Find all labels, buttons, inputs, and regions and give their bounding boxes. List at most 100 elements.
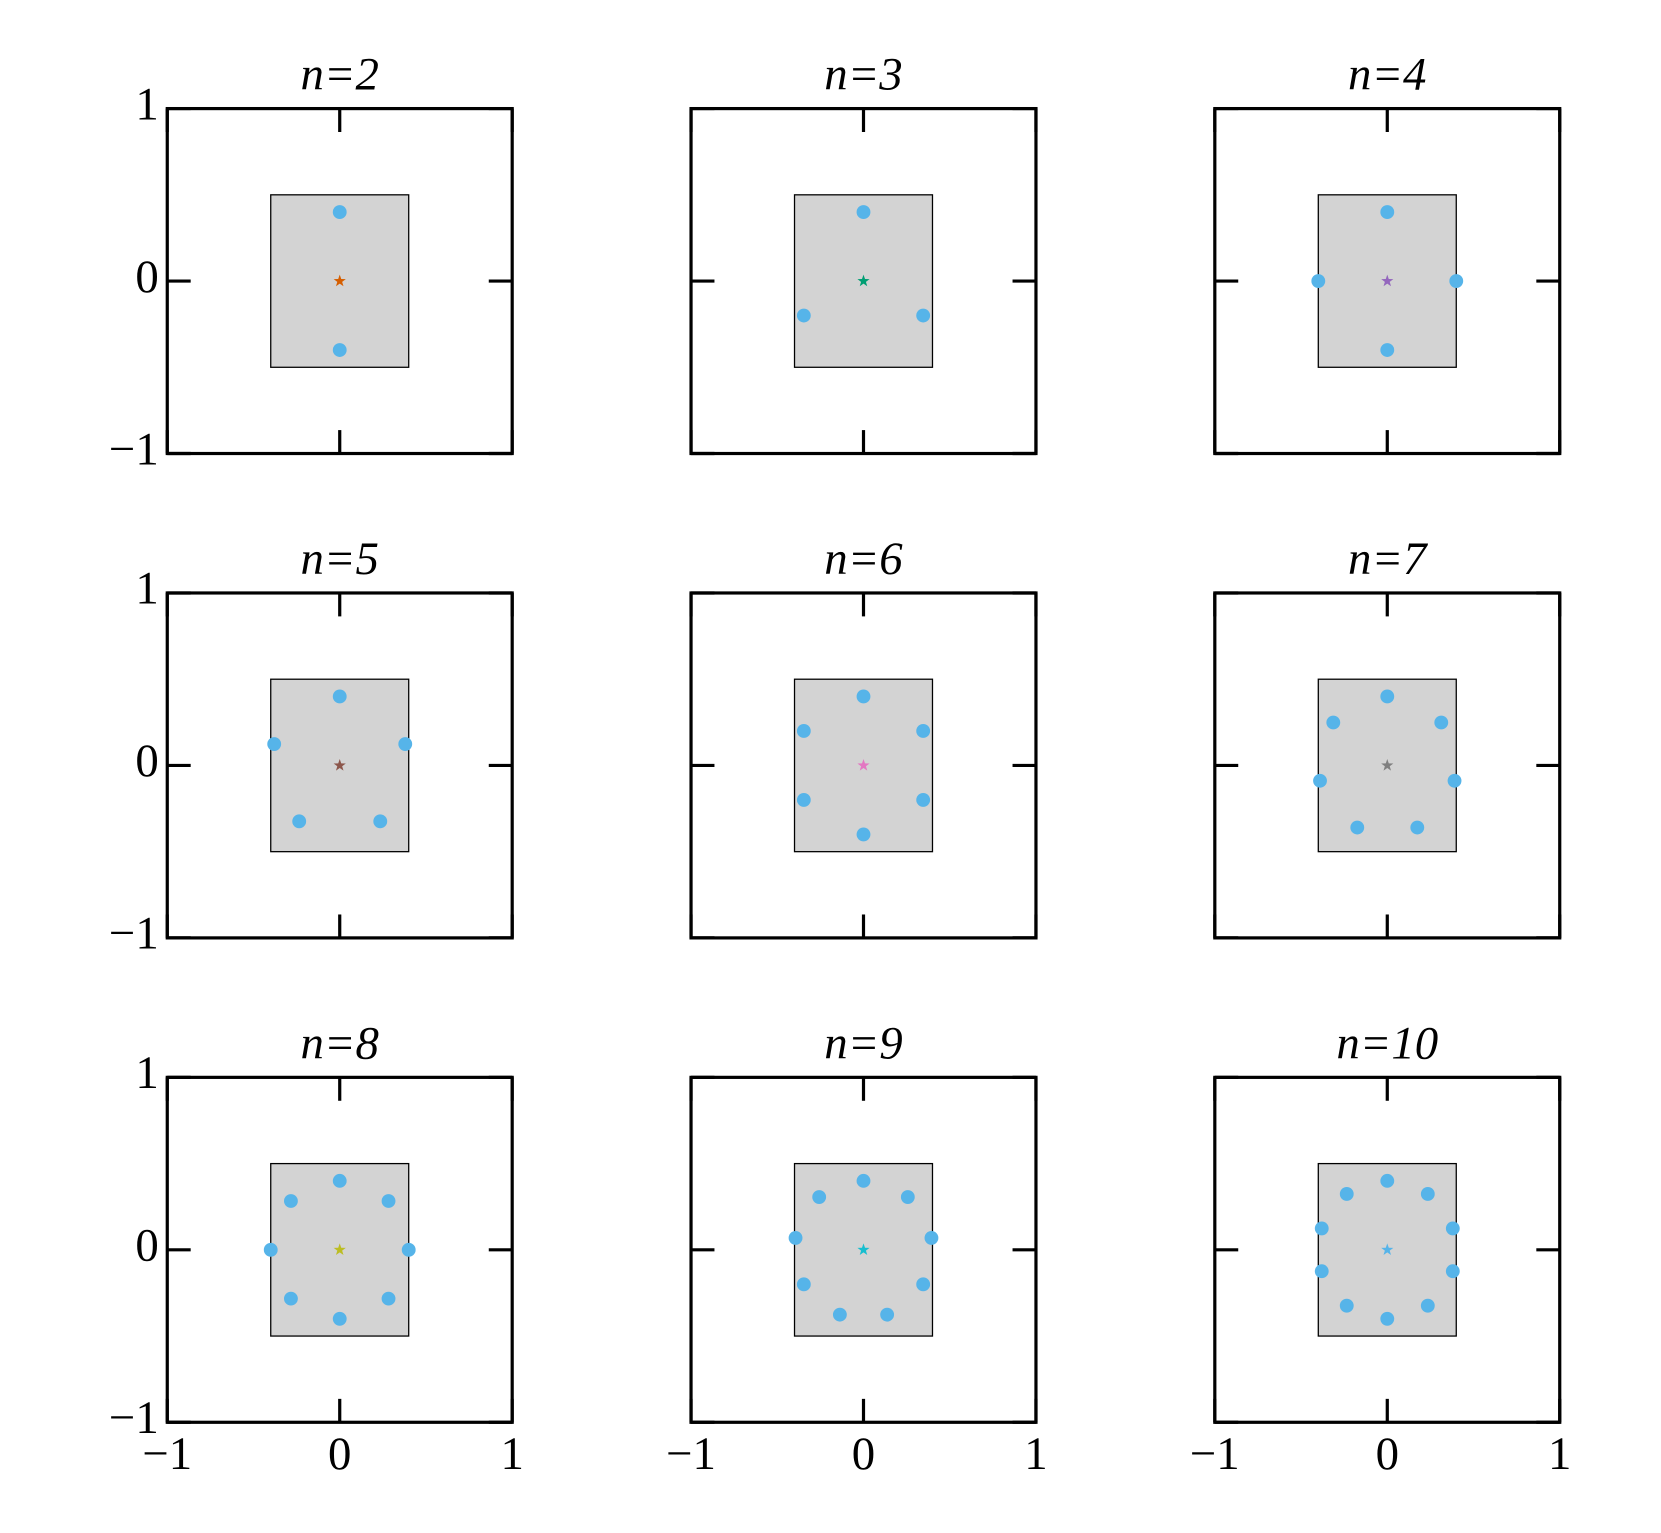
point [916,1277,931,1292]
x-tick-label: −1 [666,1428,716,1480]
point [1434,715,1449,730]
point [1449,274,1464,288]
x-tick-label: −1 [142,1428,192,1480]
point [1445,1221,1460,1236]
point [1380,205,1395,219]
subplot-title: n=2 [301,49,379,101]
point [900,1190,915,1204]
point [332,1311,347,1326]
subplot-title: n=10 [1336,1017,1438,1069]
y-tick-label: 0 [135,251,158,303]
y-tick-label: −1 [109,423,159,475]
point [332,689,347,704]
point [856,689,871,704]
point [332,1173,347,1188]
axes-frame [165,106,514,456]
point [796,308,811,323]
point [1311,274,1326,288]
point [398,737,413,751]
point [1420,1187,1435,1201]
center-star [857,274,870,287]
center-star [857,759,870,771]
point [1380,1311,1395,1326]
center-star [1381,1243,1394,1255]
y-tick-label: 0 [135,735,158,787]
point [1314,1264,1329,1279]
x-tick-label: 0 [1376,1428,1399,1480]
point [1410,820,1425,835]
center-star [1381,274,1394,287]
point [796,724,811,738]
point [1447,773,1462,788]
point [263,1242,278,1257]
x-tick-label: 0 [852,1428,875,1480]
x-tick-label: 1 [500,1428,523,1480]
point [1314,1221,1329,1236]
y-tick-label: 1 [135,1047,158,1099]
point [1326,715,1341,730]
point [796,1277,811,1292]
point [1420,1298,1435,1313]
point [332,205,347,219]
point [332,343,347,357]
center-star [333,759,346,771]
center-star [1381,759,1394,771]
x-tick-label: 1 [1024,1428,1047,1480]
axes-frame [689,106,1038,456]
x-tick-label: 0 [328,1428,351,1480]
axes-frame [165,1075,514,1424]
point [267,737,282,751]
point [1350,820,1365,835]
point [796,793,811,807]
point [284,1291,298,1306]
subplot-title: n=8 [301,1017,379,1069]
point [832,1307,847,1322]
axes-frame [1213,106,1562,456]
point [284,1194,298,1208]
x-tick-label: 1 [1548,1428,1571,1480]
center-star [333,274,346,287]
y-tick-label: 1 [135,78,158,130]
subplot-title: n=3 [824,49,902,101]
subplot-title: n=4 [1348,49,1426,101]
point [1445,1264,1460,1279]
point [856,1173,871,1188]
axes-frame [689,1075,1038,1424]
center-star [857,1243,870,1255]
point [880,1307,895,1322]
y-tick-label: 1 [135,563,158,615]
x-tick-label: −1 [1190,1428,1240,1480]
point [373,814,388,829]
point [381,1194,396,1208]
point [1313,773,1327,788]
point [1339,1187,1354,1201]
y-tick-label: 0 [135,1220,158,1272]
subplot-title: n=5 [301,533,379,585]
point [856,205,871,219]
axes-frame [1213,1075,1562,1424]
point [916,724,931,738]
y-tick-label: −1 [109,1392,159,1444]
point [916,793,931,807]
point [856,827,871,842]
point [1380,689,1395,704]
subplot-title: n=9 [824,1017,902,1069]
y-tick-label: −1 [109,908,159,960]
point [381,1291,396,1306]
axes-frame [1213,591,1562,940]
point [401,1242,416,1257]
point [916,308,931,323]
center-star [333,1243,346,1255]
point [1380,343,1395,357]
axes-frame [689,591,1038,940]
point [1380,1173,1395,1188]
point [292,814,307,829]
subplot-title: n=7 [1348,533,1429,585]
point [788,1231,803,1245]
axes-frame [165,591,514,940]
subplot-title: n=6 [824,533,903,585]
point [924,1231,939,1245]
point [812,1190,827,1204]
